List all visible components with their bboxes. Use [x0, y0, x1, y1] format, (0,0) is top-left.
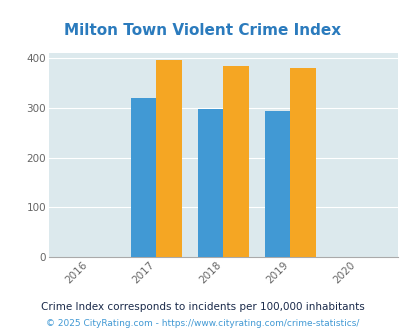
Text: Crime Index corresponds to incidents per 100,000 inhabitants: Crime Index corresponds to incidents per… — [41, 302, 364, 312]
Text: © 2025 CityRating.com - https://www.cityrating.com/crime-statistics/: © 2025 CityRating.com - https://www.city… — [46, 319, 359, 328]
Bar — [223, 66, 248, 257]
Bar — [197, 109, 223, 257]
Bar — [156, 60, 181, 257]
Bar — [264, 111, 290, 257]
Bar — [290, 68, 315, 257]
Bar — [130, 98, 156, 257]
Text: Milton Town Violent Crime Index: Milton Town Violent Crime Index — [64, 23, 341, 38]
